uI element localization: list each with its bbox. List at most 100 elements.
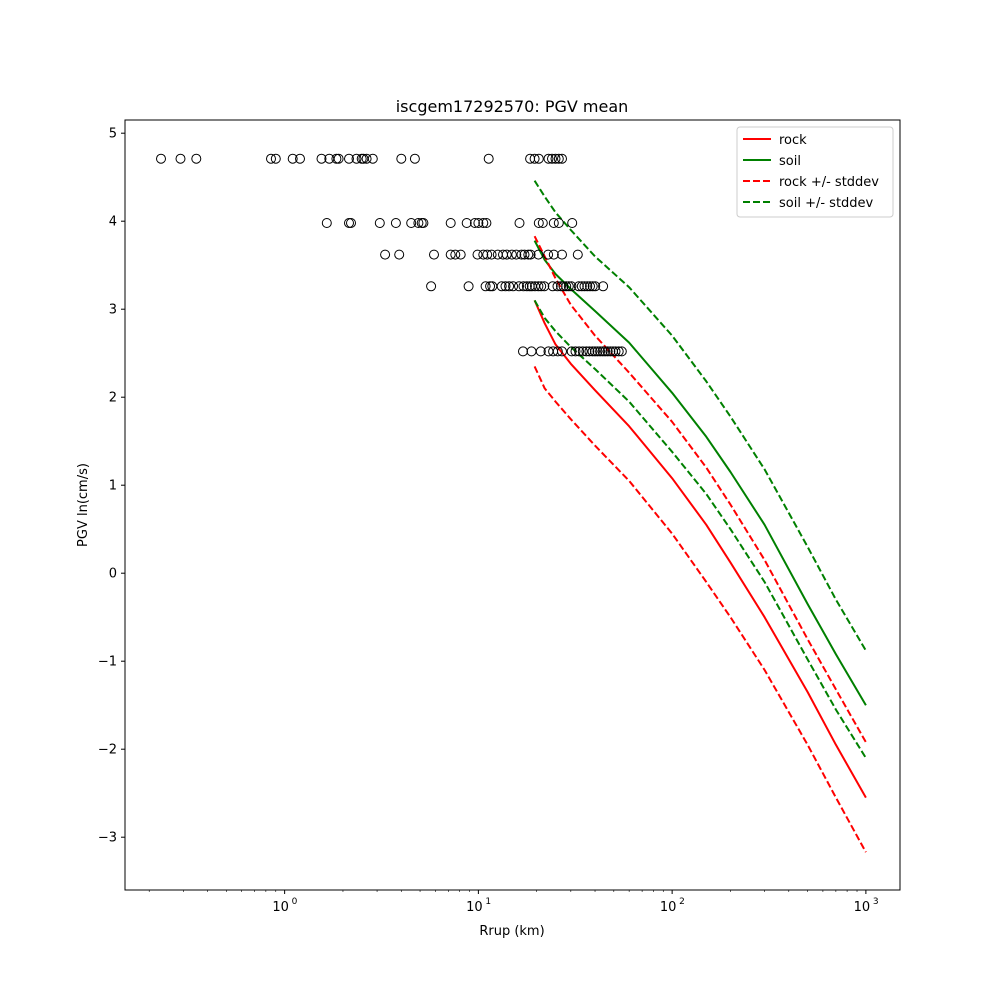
x-tick-exponent: 3	[873, 897, 879, 907]
data-point	[394, 249, 405, 260]
data-point	[463, 281, 474, 292]
data-point	[504, 281, 515, 292]
data-point	[514, 281, 524, 292]
x-tick-label: 10	[466, 900, 483, 915]
data-point	[572, 249, 583, 260]
data-point	[557, 249, 567, 260]
data-point	[521, 281, 532, 292]
data-point	[563, 281, 574, 292]
x-tick-label: 10	[272, 900, 289, 915]
data-point	[577, 346, 588, 357]
data-point	[351, 153, 362, 164]
data-point	[557, 346, 567, 357]
x-tick-label: 10	[660, 900, 677, 915]
data-point	[413, 218, 424, 228]
data-point	[557, 153, 567, 164]
data-point	[592, 346, 603, 357]
data-point	[533, 153, 544, 164]
x-tick-label: 10	[854, 900, 871, 915]
legend-label: soil	[779, 154, 801, 169]
data-point	[481, 218, 492, 228]
data-point	[191, 153, 202, 164]
y-tick-label: 4	[109, 215, 117, 230]
data-point	[450, 249, 461, 260]
data-point	[605, 346, 616, 357]
data-point	[511, 249, 522, 260]
data-point	[270, 153, 281, 164]
data-point	[536, 281, 547, 292]
y-tick-label: −3	[98, 831, 117, 846]
data-point	[455, 249, 466, 260]
data-point	[483, 153, 494, 164]
data-point	[472, 249, 483, 260]
y-axis-label: PGV ln(cm/s)	[76, 463, 91, 547]
data-point	[533, 281, 544, 292]
y-tick-label: 3	[109, 303, 117, 318]
data-point	[552, 346, 563, 357]
data-point	[519, 249, 530, 260]
data-point	[486, 249, 497, 260]
data-point	[426, 281, 437, 292]
data-point	[418, 218, 429, 228]
data-point	[480, 281, 491, 292]
legend-label: soil +/- stddev	[779, 196, 874, 211]
y-tick-label: −1	[98, 655, 117, 670]
legend-label: rock	[779, 133, 807, 148]
data-point	[156, 153, 166, 164]
data-point	[584, 346, 595, 357]
x-tick-exponent: 2	[679, 897, 685, 907]
data-point	[533, 218, 544, 228]
data-point	[506, 249, 517, 260]
data-point	[525, 249, 536, 260]
data-point	[616, 346, 627, 357]
data-point	[600, 346, 611, 357]
data-point	[478, 218, 489, 228]
data-point	[374, 218, 385, 228]
data-point	[547, 153, 557, 164]
series-layer	[533, 180, 867, 853]
data-point	[409, 153, 420, 164]
data-point	[548, 218, 559, 228]
data-point	[597, 346, 608, 357]
data-point	[543, 249, 554, 260]
x-tick-exponent: 0	[292, 897, 298, 907]
data-point	[346, 218, 356, 228]
data-point	[445, 218, 456, 228]
data-point	[321, 218, 332, 228]
data-point	[406, 218, 417, 228]
data-point	[508, 281, 519, 292]
x-tick-exponent: 1	[485, 897, 491, 907]
data-point	[461, 218, 472, 228]
data-point	[535, 346, 546, 357]
series-line-3	[533, 235, 867, 743]
data-point	[590, 346, 600, 357]
data-point	[558, 281, 569, 292]
x-axis: 10 0 10 1 10 2 10 3	[148, 890, 879, 915]
series-line-1	[533, 240, 867, 706]
data-point	[316, 153, 327, 164]
legend: rock soil rock +/- stddev soil +/- stddev	[736, 126, 894, 218]
data-point	[553, 218, 564, 228]
data-point	[613, 346, 624, 357]
chart-title: iscgem17292570: PGV mean	[396, 97, 629, 116]
series-line-2	[533, 365, 867, 853]
data-point	[561, 281, 572, 292]
data-point	[595, 346, 606, 357]
data-point	[533, 249, 544, 260]
data-point	[496, 281, 507, 292]
data-point	[566, 281, 577, 292]
points-layer	[156, 153, 627, 357]
data-point	[587, 281, 598, 292]
data-point	[553, 153, 564, 164]
y-tick-label: 1	[109, 479, 117, 494]
data-point	[582, 281, 593, 292]
data-point	[500, 281, 511, 292]
y-tick-label: 2	[109, 391, 117, 406]
data-point	[587, 346, 598, 357]
data-point	[175, 153, 186, 164]
data-point	[523, 249, 534, 260]
data-point	[610, 346, 621, 357]
data-point	[473, 218, 484, 228]
data-point	[574, 346, 585, 357]
